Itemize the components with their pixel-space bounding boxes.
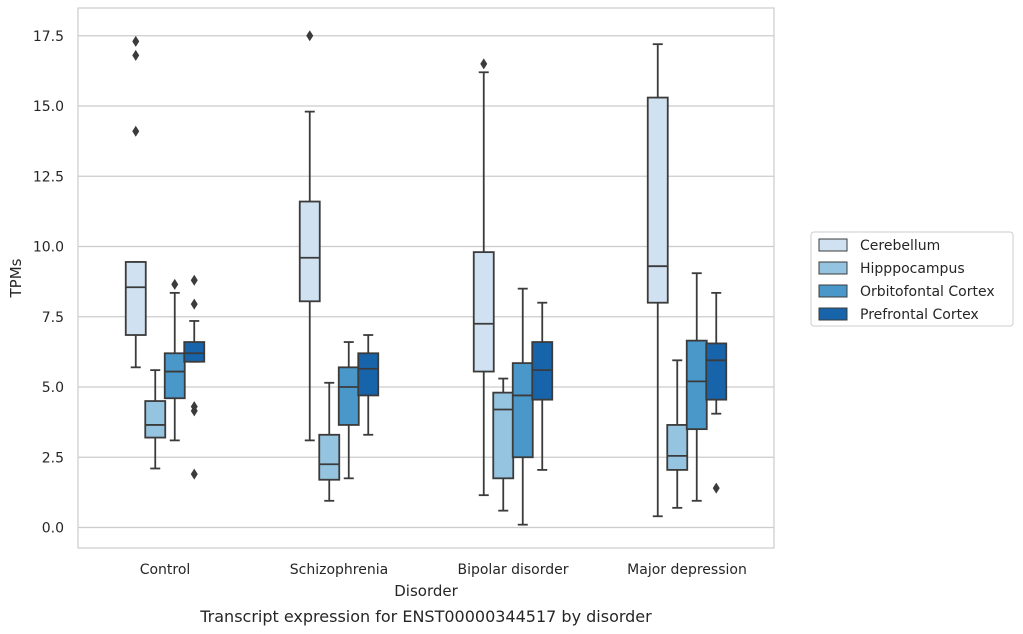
x-tick-label: Control [140, 562, 191, 578]
y-tick-label: 12.5 [33, 169, 64, 185]
legend: Cerebellum Hipppocampus Orbitofontal Corte… [810, 231, 1014, 327]
box-2 [163, 278, 186, 442]
outlier-point [190, 274, 198, 286]
box-3 [531, 301, 554, 471]
x-tick-label: Schizophrenia [290, 562, 388, 578]
legend-swatch [818, 284, 848, 298]
box-iqr [472, 251, 495, 373]
box-iqr [163, 352, 186, 400]
box-iqr [685, 339, 708, 431]
box-3 [705, 291, 728, 494]
box-iqr [183, 341, 206, 363]
chart-caption: Transcript expression for ENST0000034451… [199, 607, 652, 626]
box-iqr [646, 96, 669, 304]
x-axis-title: Disorder [394, 582, 458, 600]
outlier-point [190, 298, 198, 310]
box-3 [183, 274, 206, 480]
legend-label: Cerebellum [860, 238, 940, 254]
box-0 [472, 58, 495, 497]
x-tick-label: Bipolar disorder [457, 562, 568, 578]
box-iqr [492, 391, 515, 480]
box-2 [511, 287, 534, 526]
box-2 [685, 272, 708, 502]
outlier-point [132, 49, 140, 61]
box-0 [298, 30, 321, 442]
box-iqr [337, 366, 360, 426]
x-tick-label: Major depression [627, 562, 747, 578]
box-iqr [357, 352, 380, 397]
box-3 [357, 334, 380, 436]
y-tick-label: 0.0 [42, 521, 64, 537]
box-groups [124, 30, 728, 526]
box-iqr [144, 400, 167, 439]
outlier-point [132, 125, 140, 137]
legend-frame [810, 231, 1014, 327]
y-tick-label: 7.5 [42, 310, 64, 326]
box-iqr [298, 200, 321, 303]
y-tick-label: 15.0 [33, 99, 64, 115]
outlier-point [190, 468, 198, 480]
legend-swatch [818, 307, 848, 321]
box-1 [666, 359, 689, 509]
box-iqr [318, 433, 341, 481]
box-0 [124, 35, 147, 369]
box-iqr [124, 261, 147, 336]
x-axis-ticks: Control Schizophrenia Bipolar disorder Majo… [140, 562, 747, 578]
y-tick-label: 2.5 [42, 450, 64, 466]
plot-area [77, 7, 775, 549]
y-axis-title: TPMs [7, 258, 25, 298]
box-2 [337, 341, 360, 480]
outlier-point [480, 58, 488, 70]
y-tick-label: 17.5 [33, 29, 64, 45]
box-1 [318, 381, 341, 502]
box-iqr [511, 362, 534, 459]
outlier-point [190, 401, 198, 413]
outlier-point [712, 482, 720, 494]
box-iqr [705, 342, 728, 401]
outlier-point [171, 278, 179, 290]
box-iqr [666, 424, 689, 471]
box-0 [646, 43, 669, 518]
legend-label: Hipppocampus [860, 261, 965, 277]
y-tick-label: 10.0 [33, 240, 64, 256]
y-tick-label: 5.0 [42, 380, 64, 396]
outlier-point [132, 35, 140, 47]
legend-swatch [818, 238, 848, 252]
legend-label: Prefrontal Cortex [860, 307, 979, 323]
y-axis-ticks: 0.0 2.5 5.0 7.5 10.0 12.5 15.0 17.5 [33, 29, 64, 537]
legend-label: Orbitofontal Cortex [860, 284, 995, 300]
outlier-point [306, 30, 314, 42]
legend-swatch [818, 261, 848, 275]
box-1 [144, 369, 167, 470]
